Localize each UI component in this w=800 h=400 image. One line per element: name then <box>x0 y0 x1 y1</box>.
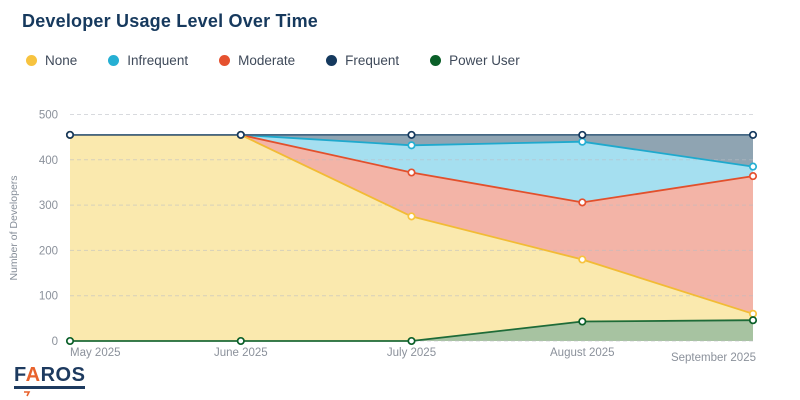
x-tick-label-august-2025: August 2025 <box>550 347 615 359</box>
faros-logo-lighthouse-a: A <box>25 364 41 386</box>
x-tick-label-may-2025: May 2025 <box>70 347 121 359</box>
x-tick-label-june-2025: June 2025 <box>214 347 268 359</box>
marker-frequent-july-2025[interactable] <box>407 130 416 139</box>
marker-none-august-2025[interactable] <box>578 255 587 264</box>
marker-infrequent-august-2025[interactable] <box>578 137 587 146</box>
marker-infrequent-september-2025[interactable] <box>748 162 758 171</box>
y-axis-title: Number of Developers <box>8 175 20 280</box>
y-tick-label-200: 200 <box>39 245 58 257</box>
legend-item-moderate[interactable]: Moderate <box>219 53 295 68</box>
legend-item-power-user[interactable]: Power User <box>430 53 520 68</box>
marker-frequent-september-2025[interactable] <box>748 130 758 139</box>
chart-title: Developer Usage Level Over Time <box>22 11 319 31</box>
area-none <box>70 134 753 341</box>
faros-logo: FAROS <box>14 364 86 397</box>
marker-power-user-august-2025[interactable] <box>578 317 587 326</box>
y-tick-label-0: 0 <box>52 336 58 348</box>
marker-infrequent-july-2025[interactable] <box>407 141 416 150</box>
legend-label-none: None <box>45 53 78 68</box>
y-tick-label-400: 400 <box>39 155 58 167</box>
y-tick-label-300: 300 <box>39 200 58 212</box>
marker-power-user-june-2025[interactable] <box>236 336 245 346</box>
legend-item-infrequent[interactable]: Infrequent <box>108 53 188 68</box>
y-tick-label-500: 500 <box>39 110 58 122</box>
faros-logo-wave-icon <box>24 391 31 397</box>
faros-logo-text: FAROS <box>14 364 86 389</box>
legend-dot-frequent-icon <box>326 55 338 66</box>
marker-power-user-may-2025[interactable] <box>65 336 75 346</box>
legend-label-moderate: Moderate <box>238 53 296 68</box>
y-tick-label-100: 100 <box>39 291 58 303</box>
faros-logo-letters-ros: ROS <box>40 364 86 386</box>
legend-dot-none-icon <box>26 55 37 66</box>
legend-item-frequent[interactable]: Frequent <box>326 53 399 68</box>
marker-frequent-june-2025[interactable] <box>236 130 245 139</box>
x-tick-label-july-2025: July 2025 <box>387 347 436 359</box>
legend-dot-infrequent-icon <box>108 55 120 66</box>
legend-label-infrequent: Infrequent <box>127 53 189 68</box>
marker-none-july-2025[interactable] <box>407 212 416 221</box>
marker-none-september-2025[interactable] <box>748 309 758 318</box>
faros-logo-letter-f: F <box>14 364 26 386</box>
legend-dot-power-user-icon <box>430 55 442 66</box>
legend-item-none[interactable]: None <box>26 53 77 68</box>
marker-frequent-may-2025[interactable] <box>65 130 75 139</box>
marker-moderate-july-2025[interactable] <box>407 168 416 177</box>
legend-dot-moderate-icon <box>219 55 231 66</box>
legend-label-frequent: Frequent <box>345 53 400 68</box>
chart-legend: None Infrequent Moderate Frequent Power User <box>26 53 520 68</box>
marker-frequent-august-2025[interactable] <box>578 130 587 139</box>
legend-label-power-user: Power User <box>449 53 520 68</box>
marker-moderate-september-2025[interactable] <box>748 172 758 181</box>
marker-power-user-september-2025[interactable] <box>748 316 758 325</box>
x-tick-label-september-2025: September 2025 <box>671 352 756 364</box>
marker-power-user-july-2025[interactable] <box>407 336 416 346</box>
marker-moderate-august-2025[interactable] <box>578 198 587 207</box>
